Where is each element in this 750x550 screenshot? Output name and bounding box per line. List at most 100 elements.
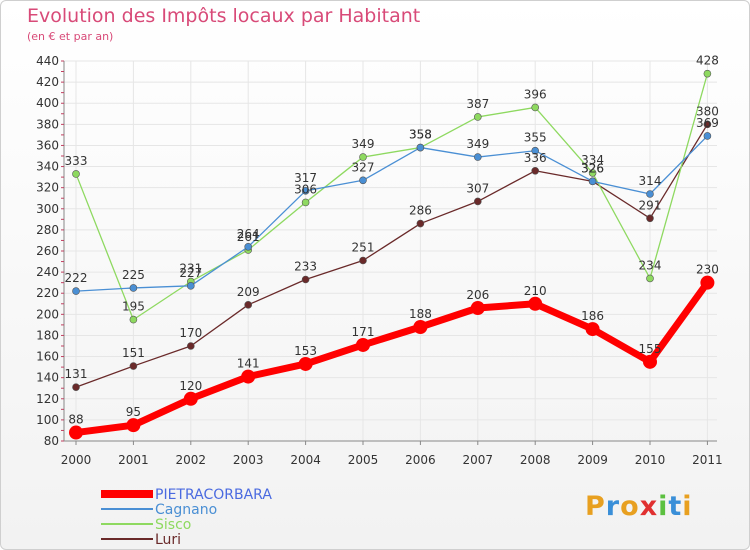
data-label: 120: [179, 379, 202, 393]
data-point: [129, 284, 138, 292]
data-label: 358: [409, 128, 432, 142]
data-label: 222: [65, 271, 88, 285]
data-point: [129, 362, 138, 370]
data-point: [244, 301, 252, 309]
data-point: [646, 190, 654, 198]
data-label: 358: [409, 128, 432, 142]
data-label: 306: [294, 182, 317, 196]
data-label: 327: [352, 160, 375, 174]
data-label: 233: [294, 260, 317, 274]
series-line-sisco: [75, 73, 709, 321]
data-label: 314: [639, 174, 662, 188]
data-label: 225: [122, 268, 145, 282]
data-label: 428: [696, 54, 719, 68]
data-point: [187, 282, 195, 290]
y-tick-label: 320: [36, 181, 59, 195]
x-tick-label: 2007: [463, 453, 494, 467]
data-point: [528, 296, 543, 311]
data-point: [473, 153, 482, 161]
data-point: [187, 342, 195, 350]
data-label: 307: [466, 181, 489, 195]
data-point: [413, 320, 428, 334]
data-label: 291: [639, 198, 662, 212]
data-label: 349: [466, 137, 489, 151]
legend-label: Sisco: [155, 517, 191, 533]
x-tick-label: 2009: [577, 453, 608, 467]
data-point: [531, 166, 540, 175]
x-tick-label: 2006: [405, 453, 436, 467]
data-label: 186: [581, 309, 604, 323]
data-label: 230: [696, 263, 719, 277]
data-point: [643, 354, 657, 369]
legend-label: Cagnano: [155, 502, 217, 518]
y-tick-label: 380: [36, 117, 59, 131]
data-point: [301, 275, 310, 284]
data-point: [69, 425, 83, 440]
data-point: [531, 146, 540, 155]
y-tick-label: 160: [36, 350, 59, 364]
data-label: 355: [524, 131, 547, 145]
data-label: 326: [581, 161, 604, 175]
data-label: 195: [122, 300, 145, 314]
data-point: [416, 143, 425, 152]
data-point: [72, 170, 80, 178]
data-label: 369: [696, 116, 719, 130]
y-tick-label: 180: [36, 328, 59, 342]
y-tick-label: 200: [36, 307, 59, 321]
data-point: [72, 383, 80, 391]
data-point: [588, 169, 597, 177]
data-point: [129, 315, 138, 324]
data-point: [359, 176, 367, 185]
x-tick-label: 2003: [233, 453, 264, 467]
data-point: [703, 69, 712, 78]
data-label: 188: [409, 307, 432, 321]
y-tick-label: 260: [36, 244, 59, 258]
series-line-pietracorbara: [72, 279, 711, 437]
data-point: [126, 418, 141, 433]
data-label: 141: [237, 357, 260, 371]
data-point: [183, 391, 198, 406]
x-tick-label: 2004: [290, 453, 321, 467]
data-point: [244, 242, 252, 251]
x-tick-label: 2011: [692, 453, 723, 467]
data-point: [531, 103, 540, 112]
data-label: 396: [524, 87, 547, 101]
data-point: [473, 197, 482, 206]
y-tick-label: 440: [36, 54, 59, 68]
data-point: [359, 256, 367, 265]
data-point: [72, 287, 80, 295]
x-tick-label: 2002: [176, 453, 207, 467]
data-label: 131: [65, 367, 88, 381]
data-point: [301, 198, 310, 207]
chart-subtitle: (en € et par an): [27, 30, 114, 43]
y-tick-label: 120: [36, 392, 59, 406]
data-point: [588, 177, 597, 186]
data-label: 209: [237, 285, 260, 299]
data-label: 349: [352, 137, 375, 151]
data-label: 231: [179, 262, 202, 276]
data-point: [298, 356, 313, 371]
data-point: [646, 274, 654, 283]
legend-label: PIETRACORBARA: [155, 487, 272, 503]
x-tick-label: 2008: [520, 453, 551, 467]
data-label: 333: [65, 154, 88, 168]
series-line-cagnano: [75, 135, 709, 292]
data-label: 170: [179, 326, 202, 340]
x-tick-label: 2010: [635, 453, 666, 467]
data-point: [356, 337, 370, 352]
data-label: 227: [179, 266, 202, 280]
data-point: [359, 153, 367, 161]
data-label: 251: [352, 241, 375, 255]
y-tick-label: 220: [36, 286, 59, 300]
data-label: 234: [639, 258, 662, 272]
legend-label: Luri: [155, 532, 181, 548]
data-label: 326: [581, 161, 604, 175]
y-tick-label: 340: [36, 160, 59, 174]
data-point: [241, 369, 256, 384]
data-label: 387: [466, 97, 489, 111]
data-point: [301, 187, 310, 195]
y-tick-label: 100: [36, 413, 59, 427]
data-label: 88: [68, 413, 83, 427]
data-point: [473, 113, 482, 121]
chart-title: Evolution des Impôts locaux par Habitant: [27, 5, 421, 27]
